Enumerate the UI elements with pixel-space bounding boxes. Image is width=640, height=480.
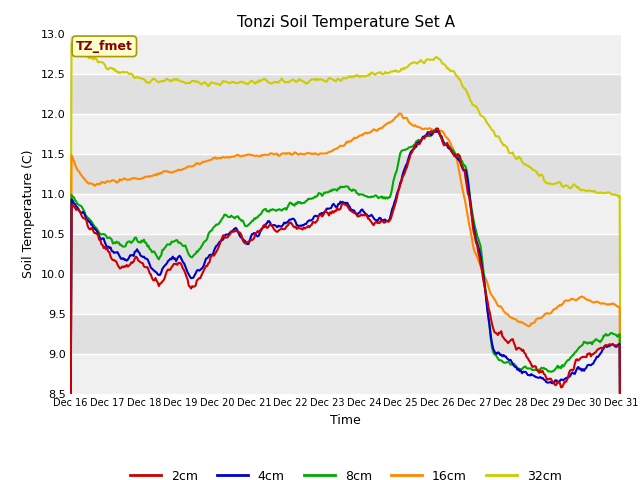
Bar: [70, 313, 621, 354]
Bar: [70, 154, 621, 193]
X-axis label: Time: Time: [330, 414, 361, 427]
Bar: [70, 193, 621, 234]
Bar: [70, 34, 621, 73]
Bar: [70, 354, 621, 394]
Bar: [70, 234, 621, 274]
Bar: [70, 73, 621, 114]
Title: Tonzi Soil Temperature Set A: Tonzi Soil Temperature Set A: [237, 15, 454, 30]
Text: TZ_fmet: TZ_fmet: [76, 40, 132, 53]
Bar: [70, 114, 621, 154]
Bar: [70, 274, 621, 313]
Y-axis label: Soil Temperature (C): Soil Temperature (C): [22, 149, 35, 278]
Legend: 2cm, 4cm, 8cm, 16cm, 32cm: 2cm, 4cm, 8cm, 16cm, 32cm: [125, 465, 566, 480]
